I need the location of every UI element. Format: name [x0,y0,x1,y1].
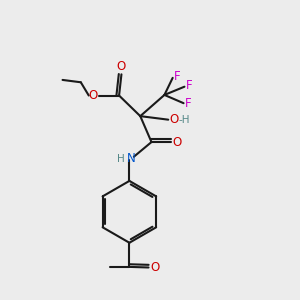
Text: O: O [169,113,179,126]
Text: O: O [150,261,160,274]
Text: F: F [186,79,193,92]
Text: N: N [127,152,135,165]
Text: O: O [172,136,182,148]
Text: O: O [88,89,98,102]
Text: F: F [185,97,192,110]
Text: O: O [117,61,126,74]
Text: H: H [117,154,124,164]
Text: -H: -H [178,115,190,125]
Text: F: F [174,70,181,83]
